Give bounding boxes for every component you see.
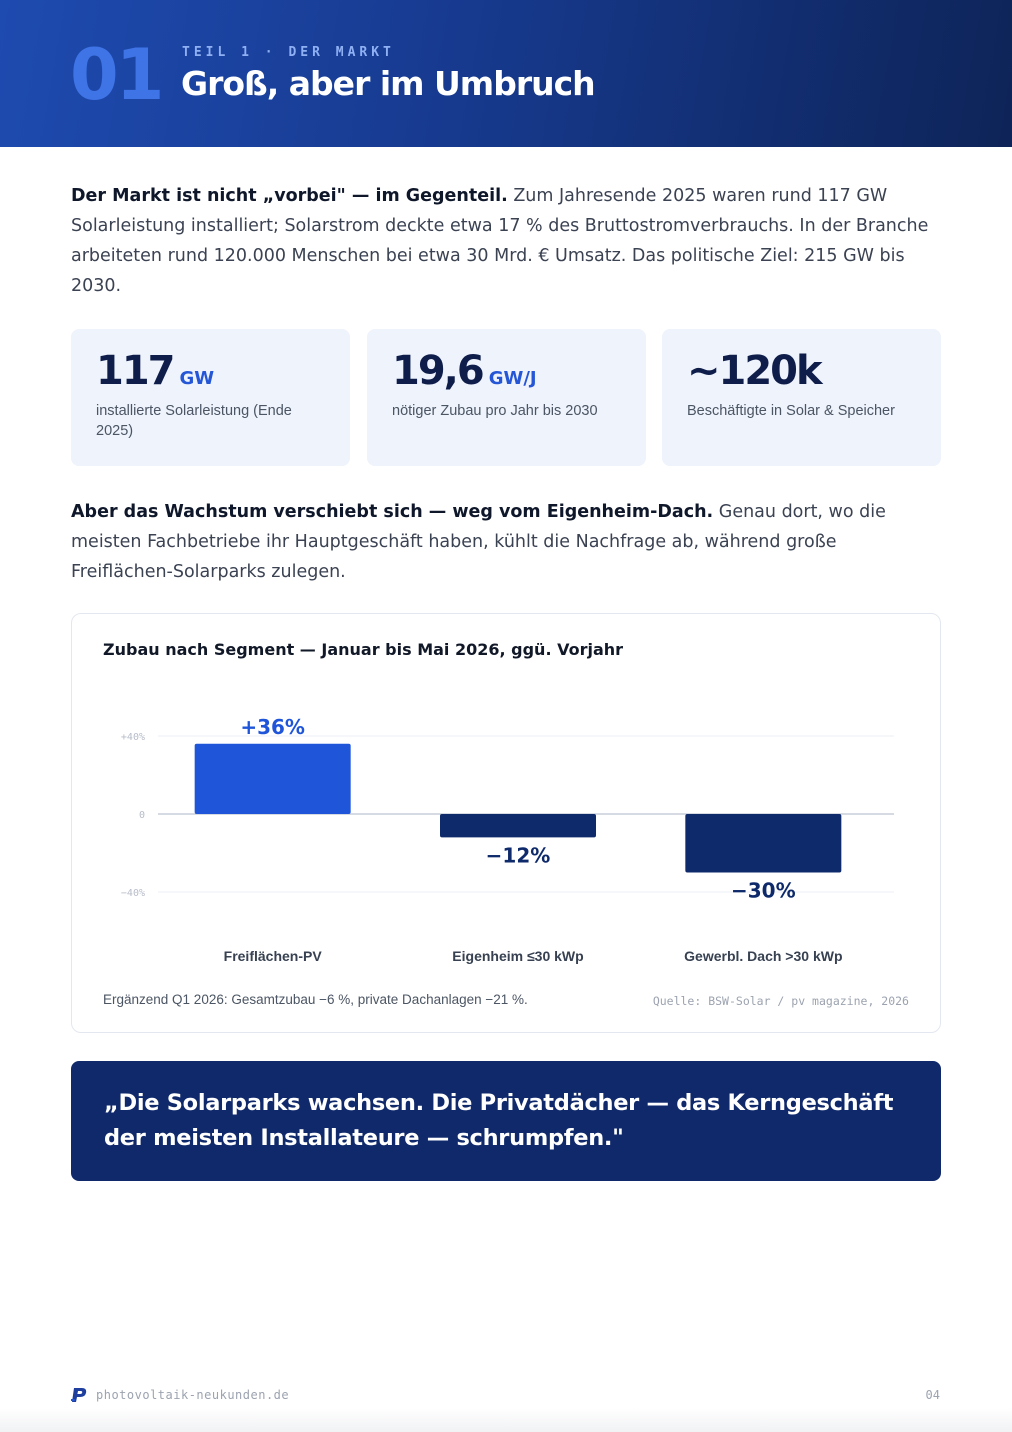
footer-site: photovoltaik-neukunden.de	[96, 1388, 290, 1402]
intro-text: Zum Jahresende 2025 waren rund 117 GW So…	[71, 186, 929, 296]
stat-unit: GW/J	[488, 368, 537, 389]
stat-label: Beschäftigte in Solar & Speicher	[687, 403, 895, 419]
p-logo-icon	[71, 1388, 87, 1402]
bar-value-label: +36%	[240, 715, 305, 739]
page-title: Groß, aber im Umbruch	[181, 64, 596, 103]
stat-value: 19,6	[392, 348, 485, 394]
page-number: 04	[925, 1388, 940, 1402]
bar-value-label: −30%	[731, 879, 796, 903]
stat-label: nötiger Zubau pro Jahr bis 2030	[392, 403, 598, 419]
y-tick-label: 0	[139, 810, 145, 821]
bar-2	[440, 814, 596, 838]
intro-lead: Der Markt ist nicht „vorbei" — im Gegent…	[71, 186, 508, 206]
pull-quote: „Die Solarparks wachsen. Die Privatdäche…	[71, 1061, 941, 1181]
bar-1	[194, 743, 351, 814]
intro-paragraph: Der Markt ist nicht „vorbei" — im Gegent…	[71, 181, 941, 301]
x-category-label: Freiflächen-PV	[224, 948, 323, 964]
chart-note: Ergänzend Q1 2026: Gesamtzubau −6 %, pri…	[103, 992, 528, 1007]
stat-unit: GW	[179, 368, 215, 389]
shift-paragraph: Aber das Wachstum verschiebt sich — weg …	[71, 497, 941, 587]
stat-label: installierte Solarleistung (Ende 2025)	[96, 403, 292, 439]
x-category-label: Gewerbl. Dach >30 kWp	[684, 948, 842, 964]
shift-lead: Aber das Wachstum verschiebt sich — weg …	[71, 502, 714, 522]
x-category-label: Eigenheim ≤30 kWp	[452, 948, 583, 964]
stat-card-employees: ~120k Beschäftigte in Solar & Speicher	[662, 329, 941, 466]
chart-title: Zubau nach Segment — Januar bis Mai 2026…	[103, 640, 624, 659]
chapter-kicker: TEIL 1 · DER MARKT	[182, 45, 395, 60]
chart-source: Quelle: BSW-Solar / pv magazine, 2026	[652, 994, 909, 1008]
segment-chart-card: +40% 0 −40% +36% Freiflächen-PV −12% Eigenheim…	[71, 613, 941, 1033]
bar-value-label: −12%	[486, 843, 551, 867]
stat-card-capacity: 117 GW installierte Solarleistung (Ende …	[71, 329, 350, 466]
bar-3	[685, 814, 842, 873]
chapter-number: 01	[70, 34, 164, 116]
page-bottom-shadow	[0, 1408, 1012, 1432]
y-tick-label: −40%	[121, 888, 145, 899]
shift-text: Genau dort, wo die meisten Fachbetriebe …	[71, 502, 886, 582]
segment-bar-chart: +40% 0 −40% +36% Freiflächen-PV −12% Eigenheim…	[121, 715, 894, 964]
stat-card-annual-growth: 19,6 GW/J nötiger Zubau pro Jahr bis 203…	[367, 329, 646, 466]
stat-value: 117	[96, 348, 175, 394]
chapter-header: 01 TEIL 1 · DER MARKT Groß, aber im Umbr…	[0, 0, 1012, 147]
stat-value: ~120k	[687, 348, 823, 394]
y-tick-label: +40%	[121, 732, 145, 743]
